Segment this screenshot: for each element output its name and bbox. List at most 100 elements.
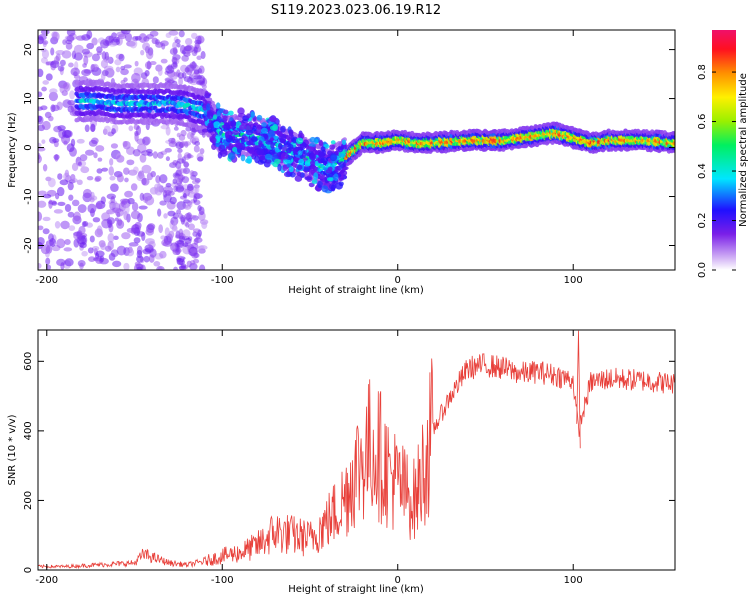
heatmap-cell	[152, 76, 159, 84]
heatmap-cell	[165, 32, 172, 39]
heatmap-cell	[119, 198, 130, 203]
heatmap-cell	[311, 179, 318, 185]
heatmap-cell	[70, 67, 80, 76]
heatmap-cell	[180, 129, 187, 137]
heatmap-cell	[124, 177, 129, 183]
heatmap-cell	[131, 72, 141, 83]
heatmap-cell	[187, 223, 195, 231]
heatmap-cell	[245, 129, 254, 136]
heatmap-cell	[114, 59, 122, 66]
heatmap-cell	[176, 132, 181, 138]
heatmap-cell	[152, 151, 158, 159]
heatmap-cell	[181, 156, 186, 164]
heatmap-cell	[194, 185, 200, 194]
colorbar-tick-label: 0.4	[697, 163, 708, 179]
heatmap-cell	[237, 107, 245, 115]
heatmap-cell	[57, 65, 65, 72]
heatmap-cell	[71, 199, 80, 207]
heatmap-cell	[254, 155, 260, 164]
heatmap-cell	[223, 115, 228, 123]
heatmap-cell	[165, 156, 171, 162]
heatmap-cell	[189, 61, 198, 69]
heatmap-cell	[160, 235, 166, 240]
heatmap-cell	[176, 42, 181, 48]
heatmap-cell	[172, 41, 178, 50]
heatmap-cell	[95, 250, 105, 258]
heatmap-cell	[187, 217, 193, 223]
y-tick-label: -20	[23, 237, 34, 253]
heatmap-cell	[258, 140, 263, 148]
heatmap-cell	[100, 242, 107, 251]
heatmap-cell	[310, 165, 318, 171]
heatmap-cell	[261, 122, 267, 128]
heatmap-cell	[307, 146, 315, 152]
heatmap-cell	[234, 138, 240, 143]
heatmap-cell	[206, 111, 214, 120]
heatmap-cell	[672, 140, 675, 146]
heatmap-cell	[67, 182, 74, 191]
heatmap-cell	[69, 90, 75, 100]
heatmap-cell	[198, 65, 205, 74]
heatmap-cell	[138, 205, 148, 210]
heatmap-cell	[288, 129, 294, 135]
heatmap-cell	[110, 183, 119, 192]
heatmap-cell	[176, 201, 186, 210]
heatmap-cell	[190, 260, 196, 266]
heatmap-cell	[280, 125, 286, 133]
heatmap-cell	[64, 203, 72, 213]
heatmap-cell	[182, 193, 187, 199]
heatmap-cell	[60, 220, 70, 230]
y-tick-label: 600	[23, 352, 34, 371]
heatmap-cell	[113, 235, 119, 241]
heatmap-cell	[50, 60, 60, 69]
heatmap-cell	[182, 242, 189, 247]
heatmap-cell	[268, 129, 275, 138]
heatmap-cell	[157, 67, 163, 77]
heatmap-cell	[38, 91, 43, 98]
colorbar-tick-label: 0.0	[697, 262, 708, 278]
heatmap-cell	[86, 30, 93, 40]
heatmap-cell	[123, 77, 128, 82]
heatmap-cell	[173, 266, 178, 270]
heatmap-cell	[86, 42, 95, 50]
heatmap-cell	[193, 46, 198, 54]
heatmap-cell	[106, 209, 113, 215]
heatmap-cell	[123, 64, 132, 69]
heatmap-cell	[66, 30, 76, 37]
heatmap-cell	[174, 39, 181, 44]
heatmap-cell	[250, 111, 255, 118]
heatmap-cell	[146, 49, 154, 60]
heatmap-cell	[73, 52, 83, 61]
heatmap-cell	[335, 182, 343, 190]
heatmap-cell	[175, 184, 185, 193]
heatmap-cell	[245, 158, 252, 164]
heatmap-cell	[38, 154, 42, 164]
heatmap-cell	[109, 175, 116, 181]
heatmap-cell	[124, 32, 133, 42]
heatmap-cell	[201, 84, 207, 90]
heatmap-cell	[338, 161, 346, 168]
heatmap-cell	[256, 128, 262, 134]
colorbar-tick-label: 0.2	[697, 213, 708, 229]
heatmap-cell	[197, 245, 206, 254]
heatmap-cell	[180, 141, 186, 147]
heatmap-cell	[48, 115, 54, 122]
heatmap-cell	[52, 138, 60, 143]
heatmap-cell	[289, 171, 296, 178]
heatmap-cell	[197, 156, 204, 162]
heatmap-cell	[136, 266, 143, 270]
heatmap-cell	[246, 148, 255, 153]
heatmap-cell	[73, 211, 81, 222]
heatmap-cell	[100, 59, 109, 69]
heatmap-cell	[41, 86, 47, 92]
heatmap-cell	[318, 150, 326, 159]
heatmap-cell	[318, 174, 326, 179]
heatmap-cell	[48, 91, 59, 102]
heatmap-cell	[309, 136, 316, 143]
heatmap-cell	[121, 30, 131, 35]
heatmap-cell	[109, 202, 117, 208]
heatmap-cell	[127, 197, 135, 205]
heatmap-cell	[301, 150, 307, 159]
heatmap-cell	[65, 42, 73, 50]
y-tick-label: -10	[23, 188, 34, 204]
